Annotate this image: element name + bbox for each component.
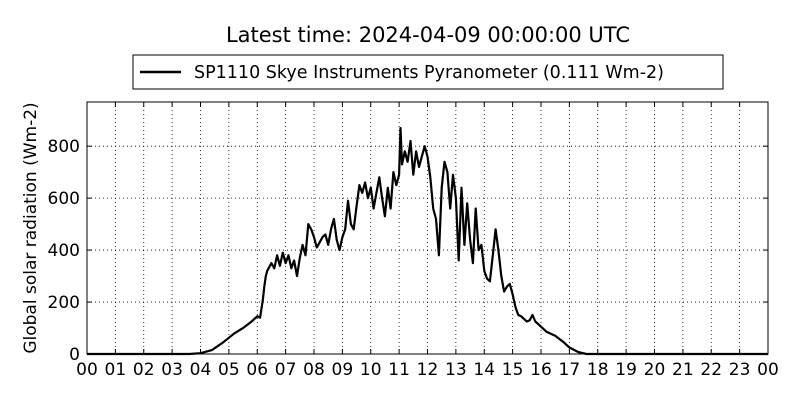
x-tick-label: 18 bbox=[587, 360, 609, 380]
grid bbox=[87, 102, 768, 354]
x-tick-label: 16 bbox=[530, 360, 552, 380]
y-tick-label: 400 bbox=[48, 241, 80, 261]
chart-title: Latest time: 2024-04-09 00:00:00 UTC bbox=[226, 23, 630, 47]
x-tick-label: 15 bbox=[502, 360, 524, 380]
x-tick-label: 22 bbox=[700, 360, 722, 380]
legend-label: SP1110 Skye Instruments Pyranometer (0.1… bbox=[194, 63, 664, 83]
x-tick-label: 04 bbox=[190, 360, 212, 380]
y-tick-labels: 0 200 400 600 800 bbox=[48, 137, 80, 365]
legend: SP1110 Skye Instruments Pyranometer (0.1… bbox=[132, 54, 724, 90]
x-tick-labels: 00 01 02 03 04 05 06 07 08 09 10 11 12 13 14 15 16 17 18 19… bbox=[76, 360, 779, 380]
x-tick-label: 01 bbox=[105, 360, 127, 380]
x-tick-label: 17 bbox=[559, 360, 581, 380]
y-tick-label: 800 bbox=[48, 137, 80, 157]
x-tick-label: 20 bbox=[644, 360, 666, 380]
x-tick-label: 11 bbox=[388, 360, 410, 380]
x-tick-label: 02 bbox=[133, 360, 155, 380]
x-tick-label: 13 bbox=[445, 360, 467, 380]
x-tick-label: 14 bbox=[473, 360, 495, 380]
x-tick-label: 10 bbox=[360, 360, 382, 380]
x-tick-label: 08 bbox=[303, 360, 325, 380]
legend-box bbox=[132, 54, 724, 90]
x-tick-label: 00 bbox=[76, 360, 98, 380]
data-layer bbox=[87, 126, 768, 356]
x-tick-label: 19 bbox=[615, 360, 637, 380]
series-line bbox=[87, 126, 768, 356]
x-tick-label: 00 bbox=[757, 360, 779, 380]
x-tick-label: 12 bbox=[417, 360, 439, 380]
x-tick-label: 05 bbox=[218, 360, 240, 380]
x-tick-label: 07 bbox=[275, 360, 297, 380]
plot-frame bbox=[86, 101, 769, 355]
x-tick-label: 23 bbox=[729, 360, 751, 380]
y-axis-label: Global solar radiation (Wm-2) bbox=[21, 102, 41, 353]
x-tick-label: 06 bbox=[246, 360, 268, 380]
y-tick-label: 200 bbox=[48, 293, 80, 313]
x-tick-label: 03 bbox=[161, 360, 183, 380]
y-tick-label: 0 bbox=[69, 345, 80, 365]
ticks bbox=[86, 102, 769, 355]
y-tick-label: 600 bbox=[48, 189, 80, 209]
x-tick-label: 21 bbox=[672, 360, 694, 380]
x-tick-label: 09 bbox=[332, 360, 354, 380]
